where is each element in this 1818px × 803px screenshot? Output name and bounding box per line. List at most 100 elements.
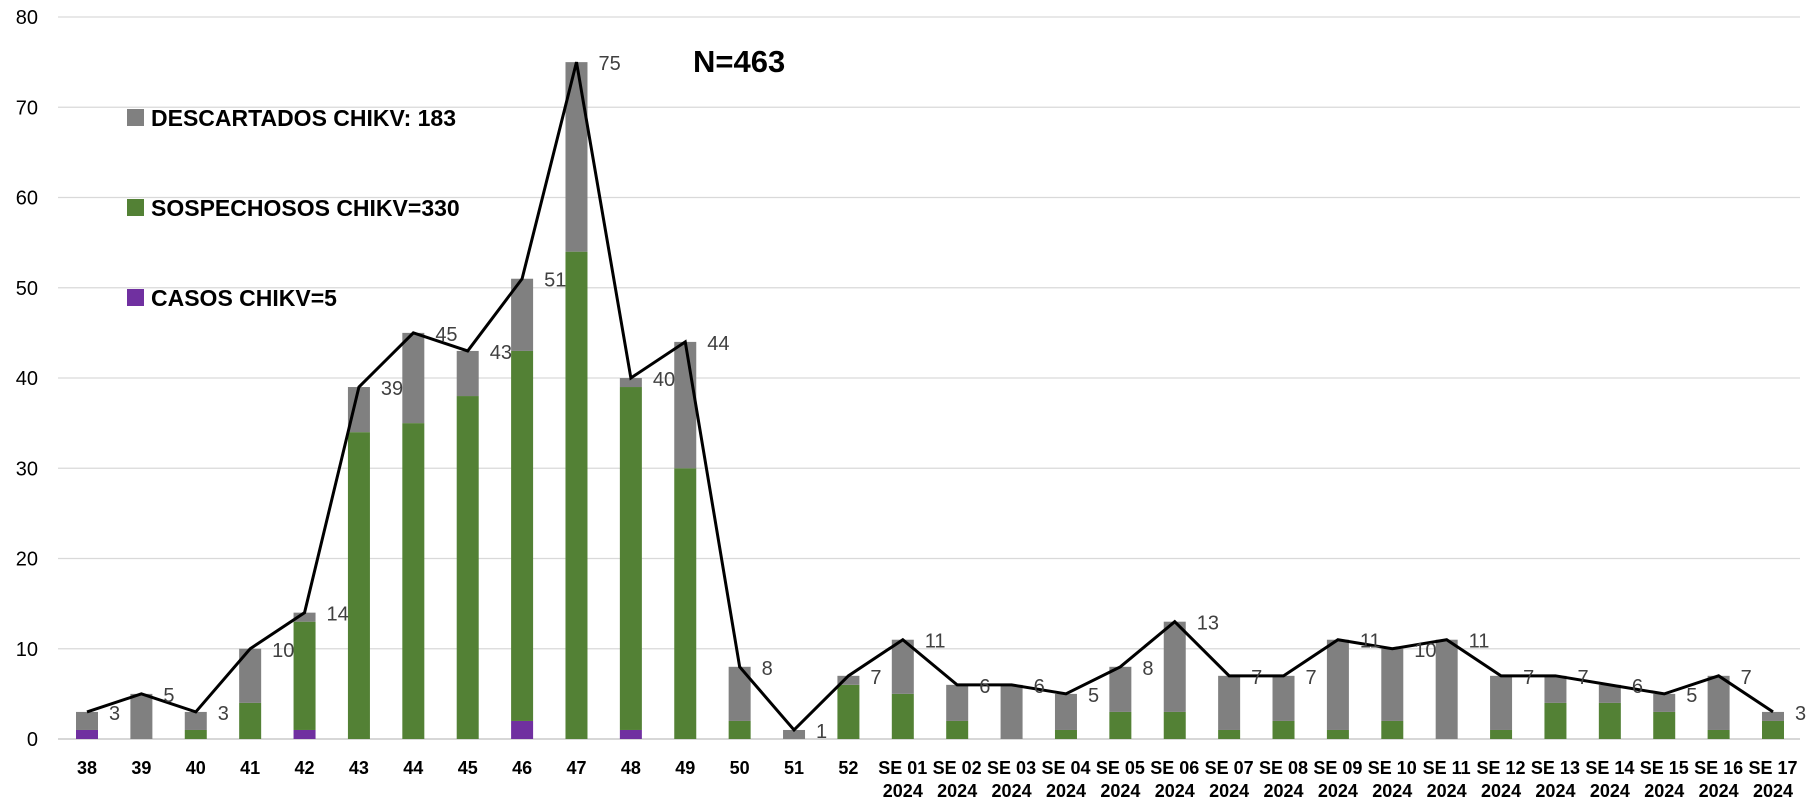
y-tick-label: 40 [16,368,38,390]
x-tick-label: SE 06 [1150,758,1199,778]
bar-sospechosos [619,387,642,730]
x-tick-label: 2024 [1644,781,1684,801]
x-tick-label: SE 05 [1096,758,1145,778]
x-tick-label: SE 17 [1748,758,1797,778]
data-label: 8 [762,658,773,680]
y-tick-label: 50 [16,278,38,300]
bar-descartados [1000,684,1023,739]
data-label: 7 [1577,667,1588,689]
x-tick-label: 2024 [1209,781,1249,801]
data-label: 7 [1251,667,1262,689]
x-tick-label: 2024 [1753,781,1793,801]
x-tick-label: 2024 [1155,781,1195,801]
legend-label: SOSPECHOSOS CHIKV=330 [151,195,460,221]
bar-sospechosos [674,468,697,739]
bar-descartados [674,341,697,469]
data-label: 45 [435,324,457,346]
x-tick-label: SE 01 [878,758,927,778]
bar-descartados [402,332,425,424]
x-tick-label: SE 12 [1477,758,1526,778]
bar-sospechosos [1326,729,1349,739]
x-tick-label: 41 [240,758,260,778]
x-tick-label: 39 [131,758,151,778]
data-label: 5 [1088,685,1099,707]
data-label: 75 [598,53,620,75]
bar-casos [76,729,98,739]
bar-descartados [1707,675,1730,730]
bar-sospechosos [728,720,751,739]
bar-descartados [1326,639,1349,730]
bar-sospechosos [891,693,914,739]
bar-descartados [1218,675,1241,730]
x-tick-label: 51 [784,758,804,778]
x-tick-label: 2024 [1535,781,1575,801]
bar-sospechosos [1490,729,1513,739]
bar-descartados [1490,675,1513,730]
data-label: 11 [925,631,946,653]
bar-descartados [511,278,534,351]
bar-casos [511,720,534,739]
data-label: 3 [218,703,229,725]
x-tick-label: SE 10 [1368,758,1417,778]
bars [76,62,1784,739]
data-label: 5 [1686,685,1697,707]
bar-descartados [1653,693,1676,712]
bar-sospechosos [402,423,425,739]
bar-descartados [1762,711,1784,721]
x-tick-label: 2024 [992,781,1032,801]
x-tick-label: 49 [675,758,695,778]
bar-sospechosos [565,251,588,739]
x-tick-label: SE 09 [1313,758,1362,778]
bar-descartados [347,387,370,433]
x-tick-label: 2024 [1699,781,1739,801]
x-tick-label: 50 [730,758,750,778]
bar-descartados [293,612,316,622]
total-series-line [86,61,1774,733]
bar-sospechosos [1109,711,1132,739]
x-tick-label: 52 [838,758,858,778]
y-tick-label: 0 [27,729,38,751]
y-tick-label: 70 [16,97,38,119]
x-tick-label: 48 [621,758,641,778]
bar-sospechosos [1762,720,1784,739]
bar-descartados [1163,621,1186,712]
data-label: 43 [490,342,512,364]
bar-descartados [184,711,207,730]
x-tick-label: 44 [403,758,423,778]
x-tick-label: 2024 [1372,781,1412,801]
bar-descartados [76,711,98,730]
x-tick-label: 2024 [937,781,977,801]
bar-sospechosos [511,350,534,721]
bar-descartados [1054,693,1077,730]
bar-sospechosos [1598,702,1621,739]
bar-descartados [946,684,969,721]
data-label: 40 [653,369,675,391]
bar-descartados [837,675,860,685]
bar-descartados [1598,684,1621,703]
x-tick-label: SE 04 [1041,758,1090,778]
x-tick-label: 38 [77,758,97,778]
bar-sospechosos [1054,729,1077,739]
legend-swatch [127,109,144,126]
legend-swatch [127,289,144,306]
x-tick-label: SE 15 [1640,758,1689,778]
legend-label: CASOS CHIKV=5 [151,285,337,311]
bar-descartados [1544,675,1567,703]
bar-casos [619,729,642,739]
bar-descartados [1109,666,1132,712]
bar-sospechosos [347,432,370,739]
bar-descartados [783,729,806,739]
legend-swatch [127,199,144,216]
bar-descartados [1272,675,1295,721]
data-label: 7 [1741,667,1752,689]
bar-descartados [619,378,642,388]
x-tick-label: 42 [295,758,315,778]
bar-sospechosos [1218,729,1241,739]
bar-descartados [239,648,262,703]
data-label: 11 [1360,631,1381,653]
data-label: 6 [1034,676,1045,698]
bar-descartados [728,666,751,721]
x-tick-label: 2024 [1590,781,1630,801]
data-label: 13 [1197,613,1219,635]
